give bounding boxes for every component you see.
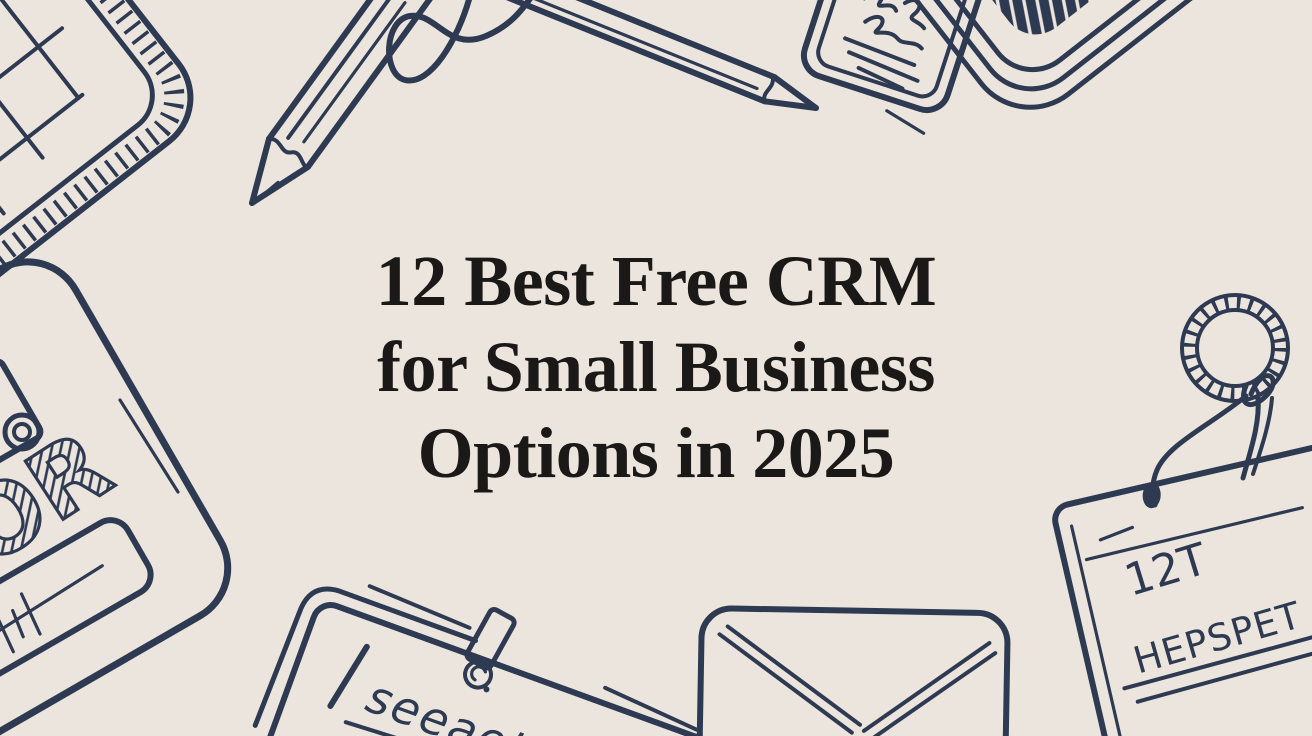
tally-strip <box>0 517 154 736</box>
grommet-icon <box>12 422 32 442</box>
phone-scribble-doodle <box>800 0 994 135</box>
calendar-grid-doodle <box>0 0 194 347</box>
envelope-doodle <box>695 605 1011 736</box>
tag-text-2: HEPSPET <box>1129 594 1306 683</box>
badge-strip <box>0 358 44 520</box>
rope-ring-icon <box>1150 293 1290 508</box>
note-text: seeaet fa <box>359 669 596 736</box>
pinned-note-doodle: seeaet fa <box>243 584 760 736</box>
page-title: 12 Best Free CRM for Small Business Opti… <box>0 238 1312 496</box>
tag-hole <box>1142 482 1161 509</box>
pen-doodle <box>488 0 819 111</box>
tag-string <box>1251 396 1274 476</box>
pin-icon <box>463 607 517 693</box>
pencil-loop <box>386 0 533 84</box>
grommet-icon <box>2 412 42 452</box>
tag-string <box>1240 395 1261 481</box>
envelope-flap <box>861 641 992 733</box>
envelope-flap <box>869 651 998 736</box>
hatched-notebook-doodle <box>721 0 1312 110</box>
envelope-flap <box>717 632 854 735</box>
pencil-doodle <box>249 0 434 206</box>
title-line-1: 12 Best Free CRM <box>375 241 937 321</box>
title-line-2: for Small Business <box>377 327 935 407</box>
title-line-3: Options in 2025 <box>417 413 895 493</box>
tag-text-1: 12T <box>1119 534 1213 607</box>
tally-marks <box>0 564 104 707</box>
envelope-flap <box>725 624 862 727</box>
handwriting-scribble <box>863 14 924 51</box>
